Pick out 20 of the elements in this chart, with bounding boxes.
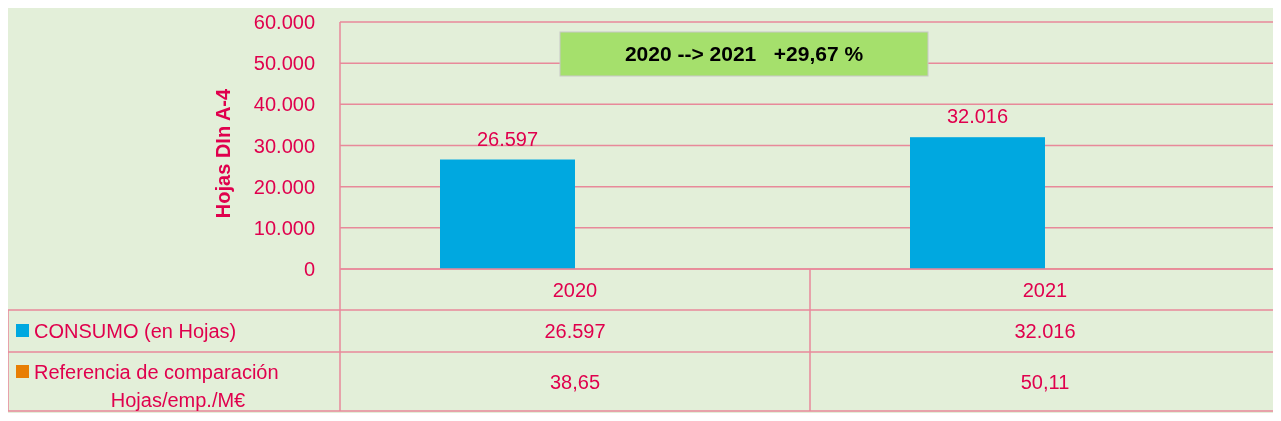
data-label: 50,11	[1020, 370, 1070, 393]
y-tick-label: 60.000	[253, 11, 315, 33]
y-tick-label: 20.000	[253, 175, 315, 198]
data-label: 26.597	[544, 320, 606, 342]
y-tick-label: 30.000	[253, 134, 315, 157]
legend-label: Referencia de comparación Hojas/emp./M€	[34, 361, 279, 411]
text: 32.016	[946, 105, 1009, 128]
x-tick-label: 2021	[1022, 278, 1068, 301]
text: 26.597	[476, 127, 539, 150]
x-tick-label: 2020	[552, 278, 598, 301]
y-tick-label: 40.000	[253, 93, 315, 116]
y-tick-label: 0	[303, 258, 315, 280]
y-tick-label: 50.000	[253, 52, 315, 75]
data-label: 38,65	[549, 370, 601, 393]
data-label: 32.016	[1014, 320, 1076, 342]
y-axis-title: Hojas DIn A-4	[212, 87, 234, 219]
y-tick-label: 10.000	[253, 216, 315, 239]
annotation: 2020 --> 2021 +29,67 %	[624, 42, 864, 66]
legend-label: CONSUMO (en Hojas)	[34, 320, 237, 342]
note-box: 2020 --> 2021 +29,67 %	[559, 31, 929, 77]
